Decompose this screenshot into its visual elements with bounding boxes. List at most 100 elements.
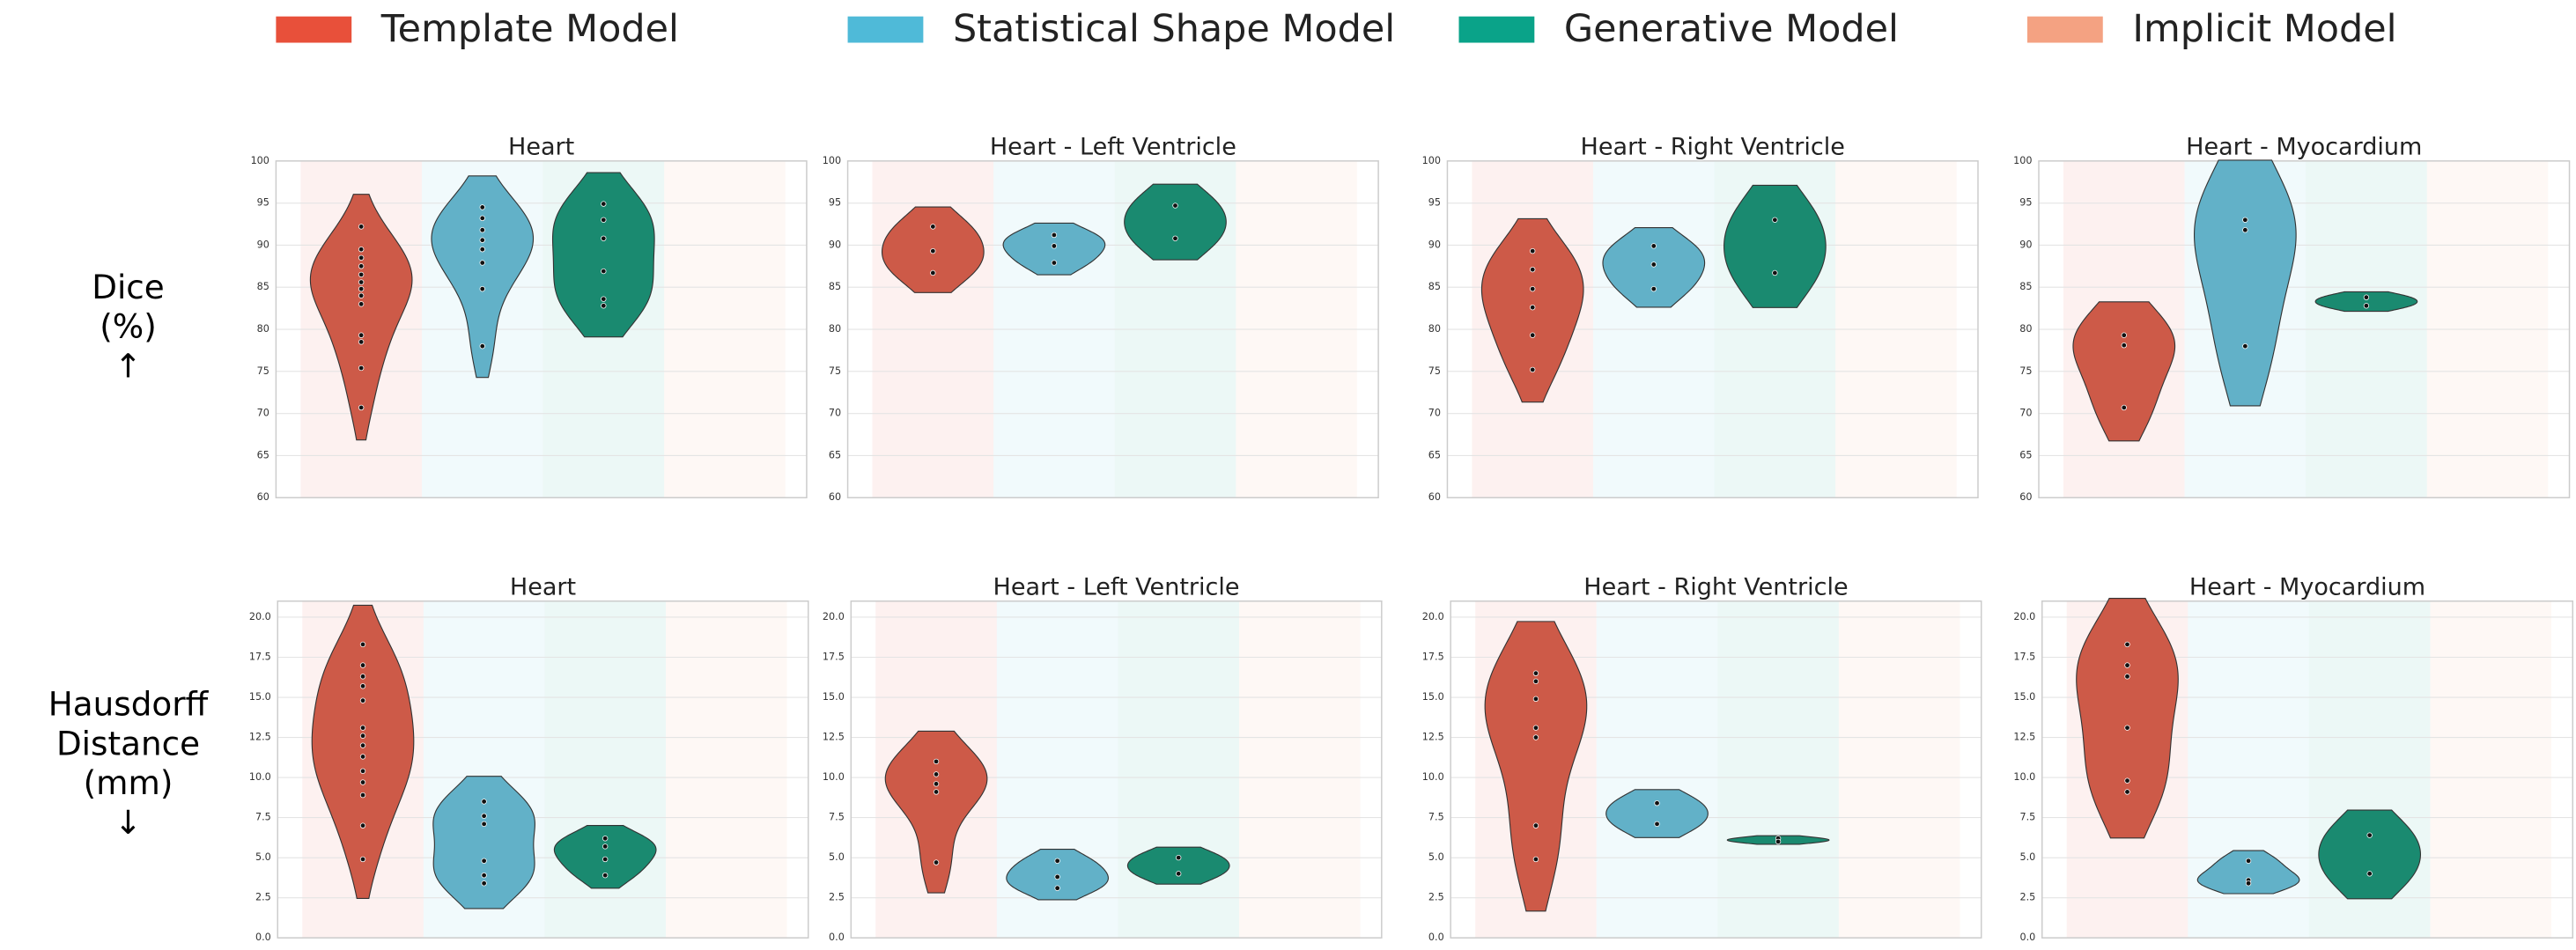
data-point: [602, 836, 609, 842]
data-point: [1176, 854, 1182, 861]
y-tick-label: 0.0: [1428, 932, 1444, 943]
data-point: [933, 789, 940, 795]
y-tick-label: 60: [1428, 491, 1441, 503]
data-point: [479, 247, 485, 253]
chart-title: Heart - Myocardium: [2186, 133, 2422, 160]
data-point: [1530, 266, 1536, 273]
data-point: [479, 285, 485, 292]
y-tick-label: 10.0: [1422, 771, 1444, 783]
y-tick-label: 2.5: [2019, 892, 2035, 903]
data-point: [933, 781, 940, 787]
y-tick-label: 2.5: [1428, 892, 1444, 903]
y-tick-label: 10.0: [249, 771, 271, 783]
y-tick-label: 2.5: [255, 892, 271, 903]
data-point: [2121, 404, 2127, 411]
data-point: [1532, 678, 1539, 684]
y-tick-label: 0.0: [2019, 932, 2035, 943]
data-point: [359, 683, 366, 689]
row-arrow: ↑: [114, 346, 142, 385]
axes-frame: [2038, 160, 2571, 498]
data-point: [358, 365, 365, 372]
y-tick-label: 85: [257, 281, 269, 292]
data-point: [358, 292, 365, 298]
data-point: [2124, 777, 2130, 784]
y-tick-label: 7.5: [2019, 812, 2035, 823]
data-point: [358, 279, 365, 285]
row-label: Hausdorff: [48, 685, 210, 724]
y-tick-label: 65: [1428, 449, 1441, 460]
data-point: [602, 872, 609, 879]
axes-frame: [846, 160, 1379, 498]
y-tick-label: 10.0: [2013, 771, 2035, 783]
y-tick-label: 85: [829, 281, 841, 292]
data-point: [1654, 800, 1660, 806]
violin: [1723, 184, 1827, 308]
legend-label: Generative Model: [1564, 7, 1899, 51]
y-tick-label: 70: [1428, 408, 1441, 419]
category-band: [1239, 600, 1361, 939]
data-point: [359, 697, 366, 703]
y-tick-label: 10.0: [823, 771, 845, 783]
data-point: [2363, 303, 2370, 309]
violin: [431, 175, 535, 379]
row-label: Distance: [56, 724, 200, 762]
data-point: [1650, 261, 1657, 268]
data-point: [930, 224, 936, 230]
data-point: [359, 856, 366, 863]
data-point: [359, 754, 366, 760]
row-label: (mm): [84, 763, 173, 802]
violin: [2076, 598, 2179, 839]
y-tick-label: 90: [829, 239, 841, 250]
violin: [2196, 850, 2300, 895]
data-point: [1051, 243, 1058, 249]
chart-title: Heart - Right Ventricle: [1583, 573, 1848, 600]
data-point: [1054, 885, 1060, 891]
data-point: [479, 237, 485, 243]
violin: [1480, 217, 1584, 403]
chart-title: Heart - Right Ventricle: [1581, 133, 1845, 160]
data-point: [359, 725, 366, 731]
data-point: [358, 263, 365, 269]
y-tick-label: 60: [257, 491, 269, 503]
y-tick-label: 20.0: [2013, 611, 2035, 622]
data-point: [358, 271, 365, 278]
data-point: [2242, 217, 2248, 223]
y-tick-label: 17.5: [249, 652, 271, 663]
y-tick-label: 17.5: [1422, 652, 1444, 663]
category-band: [1838, 600, 1960, 939]
data-point: [2124, 725, 2130, 731]
data-point: [1532, 725, 1539, 731]
y-tick-label: 100: [2013, 155, 2032, 166]
y-tick-label: 12.5: [823, 732, 845, 743]
y-tick-label: 90: [2019, 239, 2032, 250]
data-point: [479, 215, 485, 222]
data-point: [602, 843, 609, 850]
y-tick-label: 80: [257, 323, 269, 335]
data-point: [1654, 821, 1660, 828]
violin: [1484, 621, 1588, 912]
chart-title: Heart: [510, 573, 576, 600]
y-tick-label: 60: [829, 491, 841, 503]
data-point: [933, 771, 940, 777]
legend-label: Template Model: [380, 7, 679, 51]
data-point: [1530, 332, 1536, 338]
y-tick-label: 70: [257, 408, 269, 419]
data-point: [359, 768, 366, 774]
legend-patch: [847, 16, 924, 43]
axes-frame: [1446, 160, 1979, 498]
data-point: [2124, 674, 2130, 680]
violin: [2314, 291, 2418, 313]
data-point: [358, 339, 365, 345]
legend-label: Implicit Model: [2132, 7, 2396, 51]
y-tick-label: 60: [2019, 491, 2032, 503]
category-band: [1717, 600, 1839, 939]
chart-title: Heart - Left Ventricle: [990, 133, 1236, 160]
data-point: [1051, 232, 1058, 239]
data-point: [481, 880, 487, 887]
violin: [1605, 789, 1709, 838]
data-point: [479, 227, 485, 233]
chart-title: Heart - Left Ventricle: [993, 573, 1240, 600]
data-point: [481, 872, 487, 879]
data-point: [359, 742, 366, 748]
y-tick-label: 70: [2019, 408, 2032, 419]
